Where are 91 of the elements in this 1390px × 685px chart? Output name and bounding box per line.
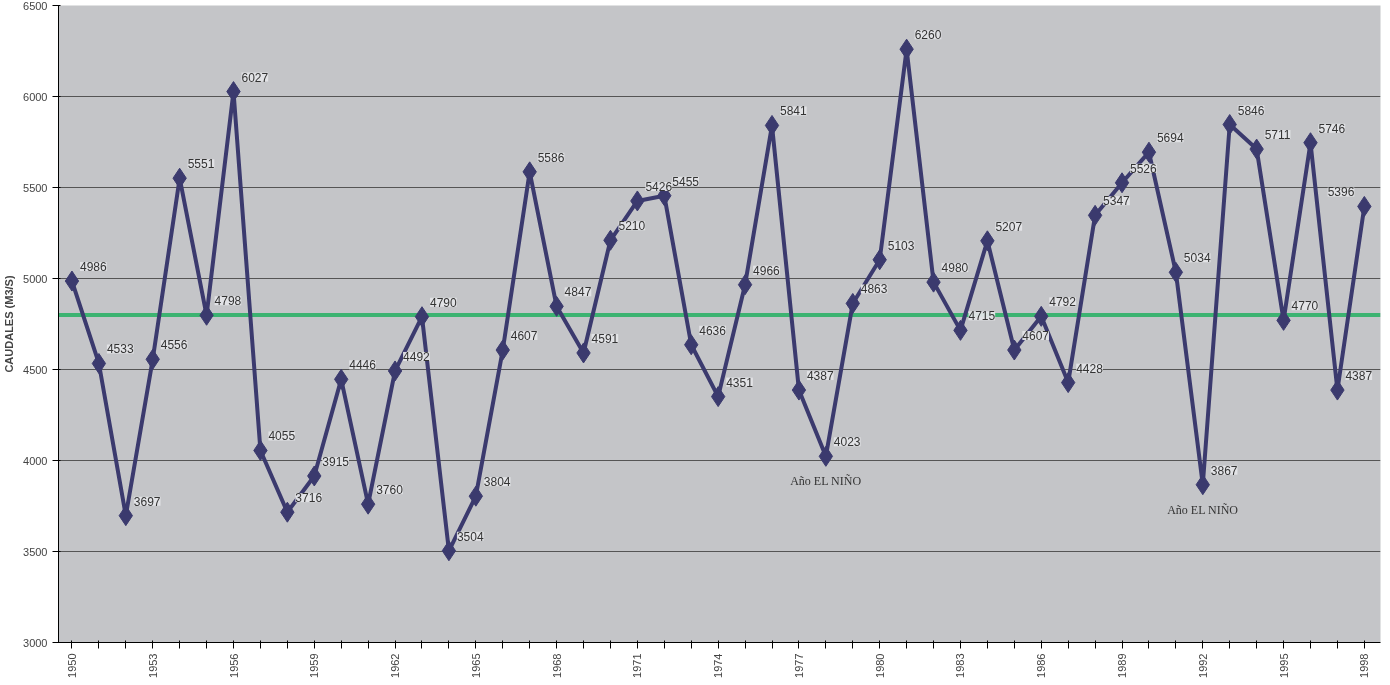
x-tick-label: 1950: [65, 653, 78, 678]
point: [64, 270, 80, 292]
x-tick-label: 1992: [1196, 653, 1209, 678]
data-label: 4023: [833, 435, 861, 450]
data-label: 5551: [187, 157, 215, 172]
data-label: 3697: [133, 494, 161, 509]
y-tick-label: 6500: [23, 0, 48, 12]
data-label: 4428: [1076, 361, 1104, 376]
data-label: 5526: [1130, 161, 1158, 176]
y-tick-label: 4000: [23, 454, 48, 467]
point: [441, 540, 457, 562]
data-label: 4792: [1049, 295, 1077, 310]
data-label: 6260: [914, 28, 942, 43]
data-label: 4847: [564, 285, 592, 300]
y-tick-label: 5000: [23, 272, 48, 285]
point: [1141, 141, 1157, 163]
data-label: 4607: [510, 329, 538, 344]
x-tick-label: 1998: [1358, 653, 1371, 678]
data-label: 5711: [1264, 128, 1291, 143]
point: [818, 445, 834, 467]
point: [710, 386, 726, 408]
data-label: 4636: [699, 323, 727, 338]
data-label: 5426: [645, 179, 673, 194]
point: [1114, 172, 1130, 194]
y-tick-label: 4500: [23, 363, 48, 376]
data-label: 3804: [483, 475, 511, 490]
x-tick-label: 1965: [469, 653, 482, 678]
x-tick-label: 1986: [1035, 653, 1048, 678]
data-label: 4790: [429, 295, 457, 310]
data-label: 4556: [160, 338, 188, 353]
point: [791, 379, 807, 401]
data-label: 5746: [1318, 121, 1346, 136]
y-tick-label: 6000: [23, 90, 48, 103]
data-label: 5841: [780, 104, 808, 119]
x-tick-label: 1959: [308, 653, 321, 678]
data-label: 4863: [860, 282, 888, 297]
data-label: 4055: [268, 429, 296, 444]
data-label: 4798: [214, 294, 242, 309]
x-tick-label: 1956: [227, 653, 240, 678]
x-tick-label: 1953: [146, 653, 159, 678]
data-label: 4607: [1022, 329, 1050, 344]
y-tick-label: 3000: [23, 636, 48, 649]
data-label: 5034: [1183, 251, 1211, 266]
data-label: 4446: [349, 358, 377, 373]
data-label: 5207: [995, 219, 1023, 234]
data-label: 3760: [376, 483, 404, 498]
data-label: 5694: [1156, 131, 1184, 146]
x-tick-label: 1983: [954, 653, 967, 678]
annotation: Año EL NIÑO: [790, 474, 862, 489]
data-label: 4770: [1291, 299, 1319, 314]
x-tick-label: 1989: [1116, 653, 1129, 678]
point: [387, 360, 403, 382]
data-label: 6027: [241, 70, 269, 85]
x-tick-label: 1977: [792, 653, 805, 678]
data-label: 4533: [106, 342, 134, 357]
x-tick-label: 1980: [873, 653, 886, 678]
data-label: 3716: [295, 491, 323, 506]
x-tick-label: 1962: [389, 653, 402, 678]
data-label: 3504: [456, 529, 484, 544]
data-label: 5210: [618, 219, 646, 234]
x-tick-label: 1974: [712, 653, 725, 678]
data-label: 4492: [403, 349, 431, 364]
data-label: 4387: [1345, 369, 1373, 384]
data-label: 5455: [672, 174, 700, 189]
x-tick-label: 1995: [1277, 653, 1290, 678]
point: [91, 352, 107, 374]
point: [737, 274, 753, 296]
data-label: 5396: [1327, 185, 1355, 200]
y-tick-label: 3500: [23, 545, 48, 558]
y-axis-title: CAUDALES (M3/S): [3, 275, 16, 373]
y-tick-label: 5500: [23, 181, 48, 194]
data-label: 3867: [1210, 463, 1238, 478]
point: [764, 114, 780, 136]
data-label: 4980: [941, 261, 969, 276]
data-label: 5846: [1237, 103, 1265, 118]
data-label: 5586: [537, 150, 565, 165]
point: [1087, 204, 1103, 226]
data-label: 4591: [591, 331, 619, 346]
data-label: 5347: [1103, 194, 1131, 209]
x-tick-label: 1971: [631, 653, 644, 678]
point: [414, 306, 430, 328]
data-label: 3915: [322, 454, 350, 469]
x-tick-label: 1968: [550, 653, 563, 678]
point: [1168, 261, 1184, 283]
annotation: Año EL NIÑO: [1167, 502, 1239, 517]
data-label: 4966: [753, 263, 781, 278]
data-label: 4387: [806, 369, 834, 384]
data-label: 5103: [887, 238, 915, 253]
data-label: 4351: [726, 375, 754, 390]
data-label: 4715: [968, 309, 996, 324]
data-label: 4986: [79, 260, 107, 275]
